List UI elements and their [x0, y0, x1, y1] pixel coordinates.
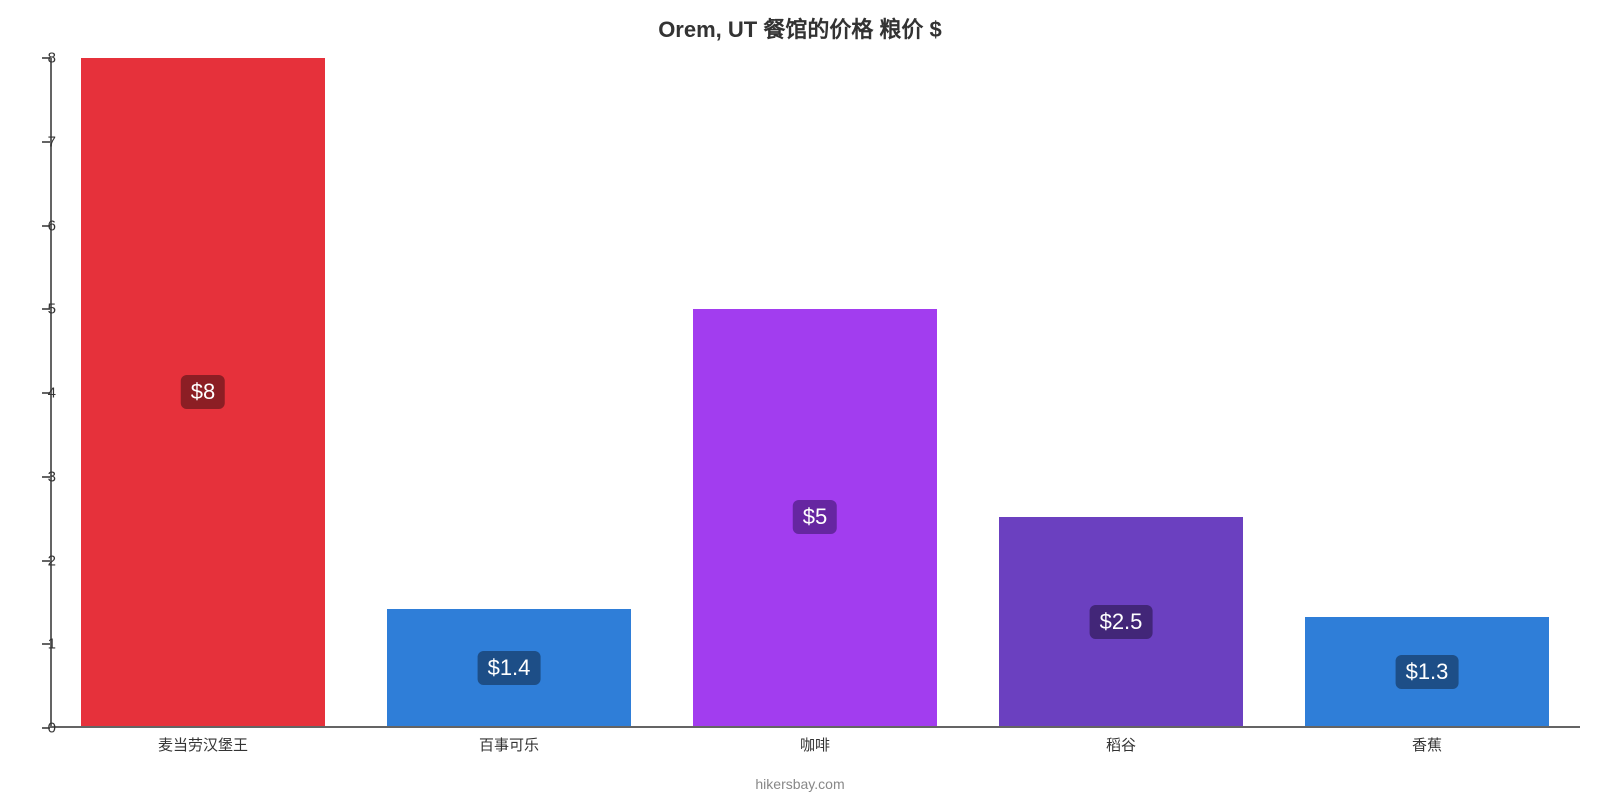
- plot-area: $8 $1.4 $5 $2.5 $1.3: [50, 58, 1580, 728]
- bars-group: $8 $1.4 $5 $2.5 $1.3: [50, 58, 1580, 726]
- value-label: $1.4: [478, 651, 541, 685]
- value-label: $8: [181, 375, 225, 409]
- y-tick-label: 8: [48, 50, 56, 67]
- y-tick-label: 3: [48, 468, 56, 485]
- x-tick-label: 稻谷: [1106, 734, 1136, 755]
- value-label: $2.5: [1090, 605, 1153, 639]
- y-tick-label: 0: [48, 720, 56, 737]
- x-tick-label: 麦当劳汉堡王: [158, 734, 248, 755]
- x-tick-label: 香蕉: [1412, 734, 1442, 755]
- x-tick-label: 百事可乐: [479, 734, 539, 755]
- x-tick-label: 咖啡: [800, 734, 830, 755]
- y-tick-label: 1: [48, 636, 56, 653]
- y-tick-label: 5: [48, 301, 56, 318]
- y-tick-label: 2: [48, 552, 56, 569]
- chart-footer: hikersbay.com: [0, 776, 1600, 792]
- chart-title: Orem, UT 餐馆的价格 粮价 $: [0, 12, 1600, 44]
- price-bar-chart: Orem, UT 餐馆的价格 粮价 $ $8 $1.4 $5 $2.5 $1.3 0 1 2…: [0, 0, 1600, 800]
- value-label: $5: [793, 500, 837, 534]
- x-axis-line: [50, 726, 1580, 728]
- value-label: $1.3: [1396, 655, 1459, 689]
- y-tick-label: 7: [48, 133, 56, 150]
- y-tick-label: 6: [48, 217, 56, 234]
- y-tick-label: 4: [48, 385, 56, 402]
